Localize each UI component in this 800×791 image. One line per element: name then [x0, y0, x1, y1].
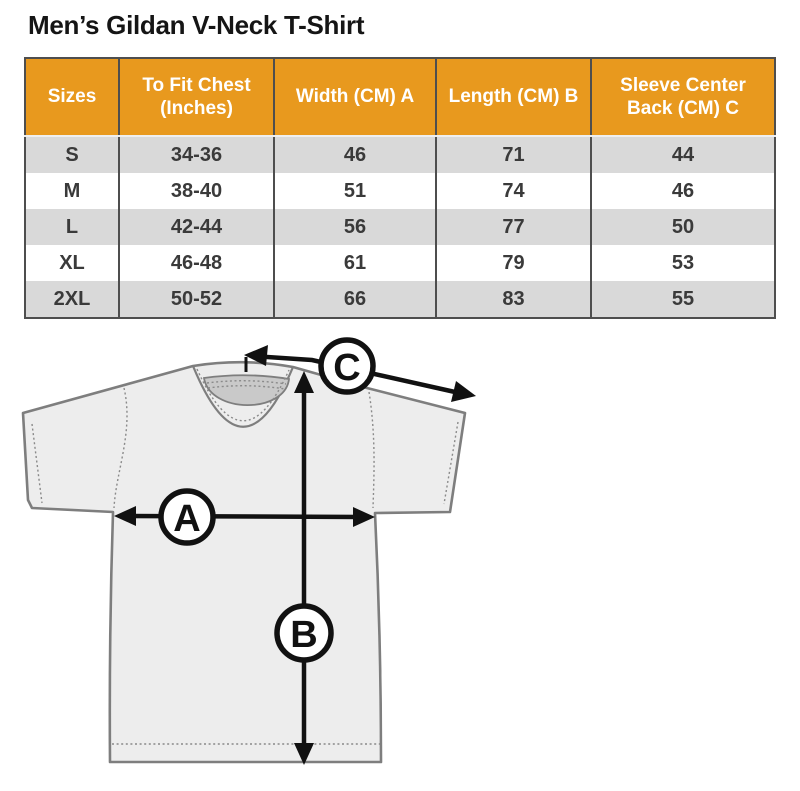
width-label-circle [158, 488, 216, 546]
sleeve-label: C [333, 347, 360, 389]
cell-chest: 34-36 [118, 136, 274, 173]
collar-back-stitch-2 [207, 385, 286, 390]
sleeve-arrowhead-right [451, 381, 476, 402]
left-armhole-seam [113, 387, 128, 509]
tshirt-measurement-diagram: A B C [21, 337, 476, 765]
width-arrowhead-left [114, 506, 136, 526]
col-header-sleeve: Sleeve Center Back (CM) C [590, 58, 775, 137]
width-arrowhead-right [353, 507, 375, 527]
length-label-circle [274, 603, 334, 663]
collar-stitch-seam [196, 368, 290, 422]
table-row-s: S 34-36 46 71 44 [25, 136, 775, 173]
table-row-l: L 42-44 56 77 50 [25, 209, 775, 245]
cell-length: 79 [435, 245, 591, 281]
col-header-width: Width (CM) A [273, 58, 436, 137]
cell-sleeve: 50 [590, 209, 775, 245]
length-arrowhead-top [294, 371, 314, 393]
cell-length: 71 [435, 136, 591, 173]
col-header-length: Length (CM) B [435, 58, 591, 137]
cell-width: 56 [273, 209, 436, 245]
cell-chest: 42-44 [118, 209, 274, 245]
cell-width: 46 [273, 136, 436, 173]
cell-length: 74 [435, 173, 591, 209]
sleeve-label-circle [318, 337, 376, 395]
cell-size: L [65, 215, 79, 238]
table-row-2xl: 2XL 50-52 66 83 55 [25, 281, 775, 318]
right-armhole-seam [368, 391, 375, 509]
cell-sleeve: 44 [590, 136, 775, 173]
cell-size: S [65, 143, 79, 166]
col-header-chest: To Fit Chest (Inches) [118, 58, 274, 137]
cell-width: 51 [273, 173, 436, 209]
cell-size: M [63, 179, 81, 202]
page-title: Men’s Gildan V-Neck T-Shirt [28, 10, 365, 40]
cell-sleeve: 55 [590, 281, 775, 318]
cell-sleeve: 46 [590, 173, 775, 209]
length-label: B [290, 614, 317, 656]
cell-length: 77 [435, 209, 591, 245]
table-row-m: M 38-40 51 74 46 [25, 173, 775, 209]
cell-size: 2XL [53, 287, 91, 310]
size-table: Sizes To Fit Chest (Inches) Width (CM) A… [24, 57, 776, 319]
cell-chest: 50-52 [118, 281, 274, 318]
width-label: A [173, 498, 200, 540]
tshirt-outline [21, 360, 467, 764]
table-row-xl: XL 46-48 61 79 53 [25, 245, 775, 281]
cell-chest: 46-48 [118, 245, 274, 281]
size-table-header-row: Sizes To Fit Chest (Inches) Width (CM) A… [25, 58, 775, 137]
length-arrowhead-bottom [294, 743, 314, 765]
cell-chest: 38-40 [118, 173, 274, 209]
sleeve-arrowhead-left [244, 345, 268, 366]
collar-neck-opening [202, 374, 290, 406]
cell-width: 61 [273, 245, 436, 281]
cell-size: XL [59, 251, 85, 274]
cell-width: 66 [273, 281, 436, 318]
sleeve-arrow-line [251, 353, 456, 395]
left-sleeve-hem-seam [31, 423, 43, 504]
cell-sleeve: 53 [590, 245, 775, 281]
col-header-sizes: Sizes [25, 58, 119, 137]
right-sleeve-hem-seam [443, 421, 459, 505]
cell-length: 83 [435, 281, 591, 318]
